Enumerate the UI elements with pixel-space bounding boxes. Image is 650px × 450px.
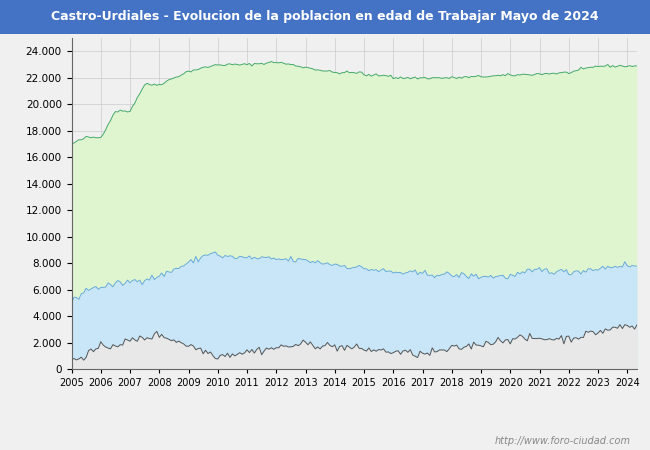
Text: Castro-Urdiales - Evolucion de la poblacion en edad de Trabajar Mayo de 2024: Castro-Urdiales - Evolucion de la poblac… bbox=[51, 10, 599, 23]
Text: http://www.foro-ciudad.com: http://www.foro-ciudad.com bbox=[495, 436, 630, 446]
